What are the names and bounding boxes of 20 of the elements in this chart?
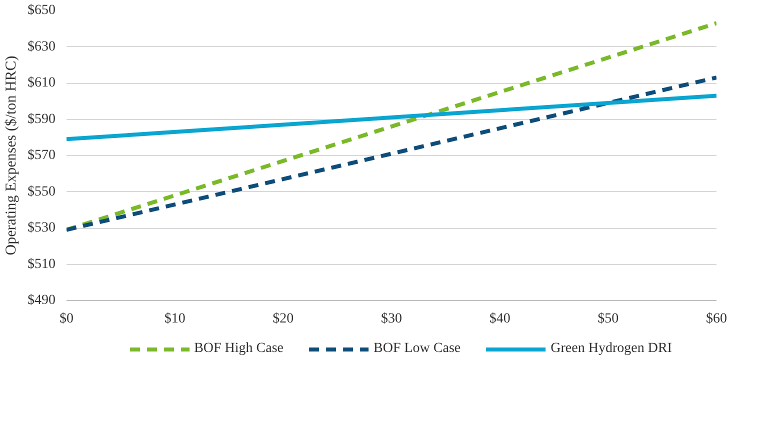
y-tick-label: $550 <box>28 184 56 200</box>
legend-label: BOF Low Case <box>374 341 461 357</box>
x-tick-label: $30 <box>381 312 402 326</box>
x-tick-label: $60 <box>706 312 727 326</box>
x-tick-label: $0 <box>60 312 74 326</box>
y-axis-title: Operating Expenses ($/ton HRC) <box>4 56 20 256</box>
legend-label: BOF High Case <box>194 341 284 357</box>
x-tick-label: $50 <box>598 312 619 326</box>
x-tick-label: $20 <box>272 312 294 326</box>
y-tick-label: $510 <box>28 256 56 272</box>
y-tick-label: $590 <box>28 112 56 127</box>
x-tick-label: $10 <box>164 312 186 326</box>
legend-label: Green Hydrogen DRI <box>550 341 672 357</box>
y-tick-label: $530 <box>28 220 56 236</box>
y-tick-label: $490 <box>28 293 56 308</box>
y-tick-label: $570 <box>28 148 56 163</box>
y-tick-label: $630 <box>28 39 56 54</box>
y-tick-label: $650 <box>28 3 56 18</box>
x-tick-label: $40 <box>489 312 510 326</box>
y-tick-label: $610 <box>28 76 56 90</box>
